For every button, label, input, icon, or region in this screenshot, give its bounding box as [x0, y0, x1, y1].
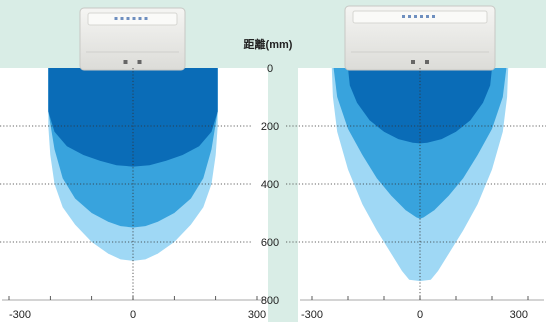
x-tick-label: 0	[417, 309, 423, 321]
panel-left	[0, 7, 268, 322]
sensor-device-icon	[344, 5, 496, 71]
y-tick-label: 200	[261, 121, 279, 133]
x-tick-label: -300	[301, 309, 323, 321]
y-tick-label: 0	[267, 63, 273, 75]
x-tick-label: -300	[9, 309, 31, 321]
y-tick-label: 600	[261, 237, 279, 249]
zone-inner-area	[348, 68, 492, 144]
x-tick-label: 0	[130, 309, 136, 321]
y-tick-label: 800	[261, 295, 279, 307]
y-tick-label: 400	[261, 179, 279, 191]
x-tick-label: 300	[510, 309, 528, 321]
y-axis-label: 距離(mm)	[244, 37, 293, 51]
sensor-device-icon	[79, 7, 186, 71]
zone-inner-area	[48, 68, 218, 167]
panel-right	[298, 5, 546, 322]
x-tick-label: 300	[248, 309, 266, 321]
